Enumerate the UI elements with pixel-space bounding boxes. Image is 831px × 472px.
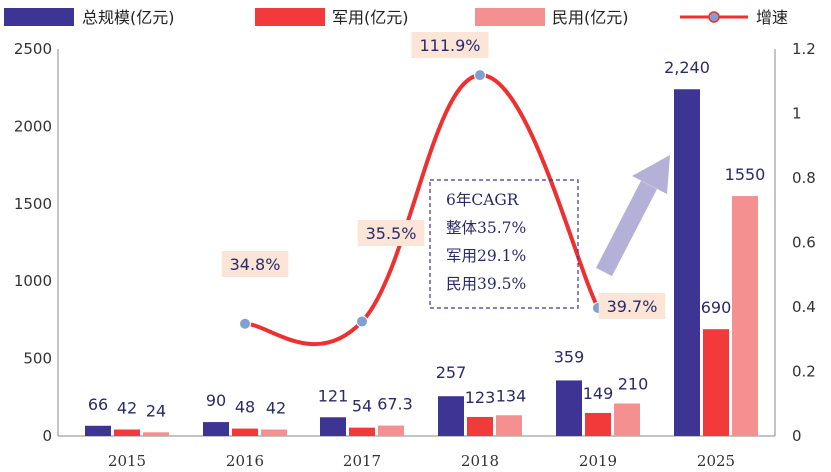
bar-military [114, 429, 140, 436]
growth-label-bg [221, 251, 289, 277]
bar-data-labels: 66 90 121 257 359 2,240 42 48 54 123 149 690 24 42 67.… [88, 58, 766, 420]
right-tick-labels: 0 0.2 0.4 0.6 0.8 1 1.2 [792, 40, 816, 445]
category-labels: 2015 2016 2017 2018 2019 2025 [108, 452, 735, 470]
bar-civil [261, 429, 287, 436]
growth-label: 39.7% [607, 297, 658, 316]
right-tick-label: 0.6 [792, 234, 816, 252]
bar-label-civil: 24 [146, 401, 166, 420]
bar-label-total: 121 [318, 386, 349, 405]
growth-line-path [243, 73, 600, 346]
right-tick-label: 0.2 [792, 363, 816, 381]
bar-civil [378, 425, 404, 436]
legend-label-total: 总规模(亿元) [82, 8, 175, 27]
category-label: 2018 [461, 452, 499, 470]
growth-label-bg [598, 293, 666, 319]
legend-label-military: 军用(亿元) [332, 8, 409, 27]
legend-label-growth: 增速 [756, 8, 788, 27]
bar-label-military: 42 [117, 398, 137, 417]
bar-military [467, 416, 493, 436]
bar-military [703, 329, 729, 436]
category-label: 2015 [108, 452, 146, 470]
category-label: 2019 [579, 452, 617, 470]
right-tick-label: 0.8 [792, 169, 816, 187]
bar-civil [143, 432, 169, 436]
bar-label-civil: 67.3 [377, 395, 413, 414]
bar-civil [496, 415, 522, 436]
bar-total [203, 422, 229, 436]
growth-label: 111.9% [419, 36, 480, 55]
legend: 总规模(亿元) 军用(亿元) 民用(亿元) 增速 [4, 8, 788, 27]
cagr-annotation-military: 军用29.1% [446, 247, 526, 265]
bar-military [232, 428, 258, 436]
growth-label: 35.5% [366, 224, 417, 243]
left-tick-labels: 0 500 1000 1500 2000 2500 [14, 40, 52, 445]
bar-label-military: 149 [583, 384, 614, 403]
bar-civil [732, 196, 758, 436]
cagr-annotation-total: 整体35.7% [446, 219, 526, 237]
bar-label-civil: 1550 [725, 165, 766, 184]
growth-marker [474, 69, 486, 82]
right-tick-label: 0.4 [792, 298, 816, 316]
growth-marker [239, 317, 251, 330]
bar-label-total: 359 [554, 347, 585, 366]
left-tick-label: 1000 [14, 272, 52, 290]
left-tick-label: 1500 [14, 195, 52, 213]
legend-swatch-military [255, 8, 325, 26]
bar-total [438, 396, 464, 436]
bar-military [585, 412, 611, 436]
bars [85, 89, 758, 437]
legend-swatch-total [4, 8, 74, 26]
bar-total [674, 89, 700, 437]
growth-label-bg [357, 220, 425, 246]
left-tick-label: 2500 [14, 40, 52, 58]
legend-label-civil: 民用(亿元) [552, 8, 629, 27]
category-label: 2025 [697, 452, 735, 470]
right-tick-label: 1.2 [792, 40, 816, 58]
growth-line: 34.8% 35.5% 111.9% 39.7% [221, 32, 666, 346]
bar-label-military: 123 [465, 388, 496, 407]
bar-label-military: 54 [352, 397, 372, 416]
cagr-annotation-title: 6年CAGR [446, 191, 520, 209]
bar-civil [614, 403, 640, 436]
bar-label-civil: 210 [618, 374, 649, 393]
legend-swatch-civil [475, 8, 545, 26]
bar-label-total: 66 [88, 395, 108, 414]
cagr-annotation: 6年CAGR 整体35.7% 军用29.1% 民用39.5% [429, 179, 579, 309]
bar-label-military: 48 [235, 398, 255, 417]
bar-label-civil: 134 [496, 386, 527, 405]
bar-label-total: 90 [206, 391, 226, 410]
bar-label-military: 690 [701, 298, 732, 317]
bar-total [320, 417, 346, 436]
right-tick-label: 0 [792, 427, 802, 445]
cagr-annotation-box [429, 179, 579, 309]
bar-label-total: 257 [436, 363, 467, 382]
bar-military [349, 427, 375, 436]
bar-label-civil: 42 [266, 398, 286, 417]
growth-label: 34.8% [230, 255, 281, 274]
bar-total [556, 380, 582, 436]
left-tick-label: 2000 [14, 117, 52, 135]
category-label: 2016 [226, 452, 264, 470]
trend-arrow-icon [596, 155, 670, 277]
growth-marker [356, 315, 368, 328]
cagr-annotation-civil: 民用39.5% [446, 275, 526, 293]
bar-label-total: 2,240 [664, 58, 710, 77]
bar-total [85, 425, 111, 436]
left-tick-label: 500 [23, 350, 52, 368]
legend-marker-growth [708, 11, 720, 23]
growth-label-bg [411, 32, 489, 58]
right-tick-label: 1 [792, 105, 802, 123]
left-tick-label: 0 [42, 427, 52, 445]
category-label: 2017 [343, 452, 381, 470]
axes [57, 49, 776, 437]
